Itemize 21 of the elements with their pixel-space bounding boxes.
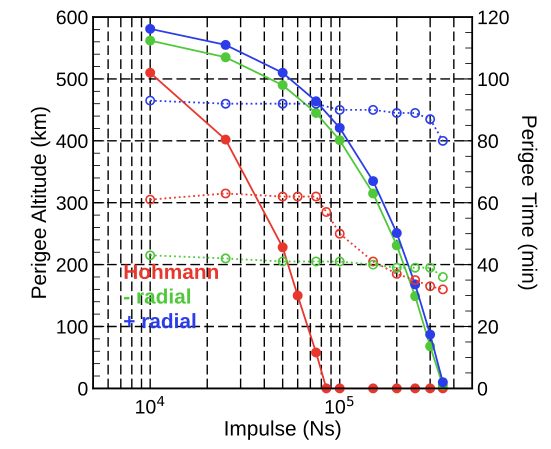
- y-tick-label: 400: [56, 134, 88, 148]
- y2-tick-label: 60: [478, 196, 498, 210]
- y2-tick-label: 120: [478, 10, 509, 24]
- x-tick-label: 10$^{4}$: [136, 396, 164, 414]
- text: + radial: [124, 313, 196, 328]
- y2-axis-title: Perigee Time (min): [518, 116, 538, 290]
- y2-tick-label: 0: [478, 382, 488, 396]
- y-tick-label: 500: [56, 72, 88, 86]
- y2-tick-label: 80: [478, 134, 498, 148]
- y-tick-label: 0: [78, 382, 88, 396]
- y-axis-title: Perigee Altitude (km): [30, 107, 50, 298]
- x-tick-label: 10$^{5}$: [326, 396, 354, 414]
- y-tick-label: 300: [56, 196, 88, 210]
- x-axis-title: Impulse (Ns): [226, 420, 340, 440]
- y2-tick-label: 100: [478, 72, 509, 86]
- y2-tick-label: 20: [478, 320, 498, 334]
- y2-tick-label: 40: [478, 258, 498, 272]
- y-tick-label: 200: [56, 258, 88, 272]
- y-tick-label: 600: [56, 10, 88, 24]
- y-tick-label: 100: [57, 320, 88, 334]
- text: - radial: [124, 288, 190, 304]
